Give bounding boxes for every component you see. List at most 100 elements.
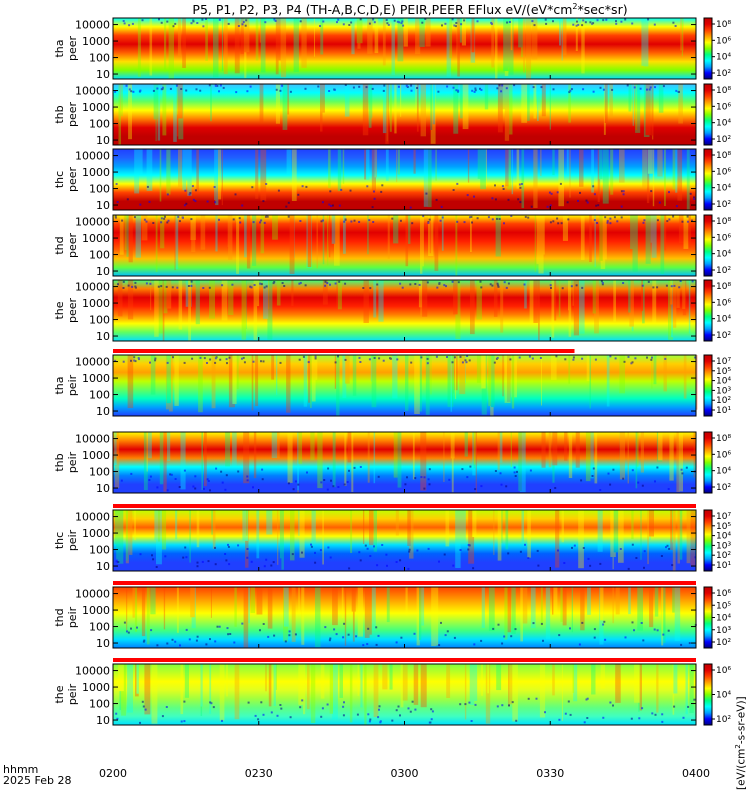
colorbar-tick-label: 10⁵ bbox=[716, 522, 731, 532]
y-tick-label: 1000 bbox=[82, 604, 110, 617]
panel-thb-peir: 10000 1000 100 10 thb peir 10⁸ 10⁶ 10⁴ 10² bbox=[53, 431, 731, 495]
spectrogram-texture bbox=[118, 84, 683, 145]
colorbar-tick-label: 10⁸ bbox=[716, 86, 731, 96]
y-tick-label: 10 bbox=[96, 405, 110, 418]
y-tick-label: 1000 bbox=[82, 527, 110, 540]
spectrogram-speckles bbox=[115, 697, 696, 724]
y-tick-label: 100 bbox=[89, 466, 110, 479]
y-axis-label: thc bbox=[53, 532, 66, 549]
y-tick-label: 10 bbox=[96, 199, 110, 212]
y-tick-label: 10 bbox=[96, 68, 110, 81]
x-axis-label-block: hhmm 2025 Feb 28 bbox=[3, 764, 71, 786]
x-axis-date: 2025 Feb 28 bbox=[3, 774, 72, 787]
y-tick-label: 100 bbox=[89, 249, 110, 262]
y-tick-label: 10000 bbox=[75, 281, 110, 294]
y-tick-label: 10 bbox=[96, 482, 110, 495]
y-tick-label: 10000 bbox=[75, 356, 110, 369]
y-tick-label: 100 bbox=[89, 544, 110, 557]
spectrogram-band bbox=[113, 149, 696, 210]
chart-title: P5, P1, P2, P3, P4 (TH-A,B,C,D,E) PEIR,P… bbox=[192, 2, 628, 18]
y-tick-label: 10 bbox=[96, 637, 110, 650]
colorbar-tick-label: 10² bbox=[716, 396, 731, 406]
y-axis-label: peir bbox=[66, 374, 79, 396]
y-tick-label: 10 bbox=[96, 330, 110, 343]
y-tick-label: 10 bbox=[96, 134, 110, 147]
y-tick-label: 100 bbox=[89, 621, 110, 634]
data-flag-bar bbox=[113, 581, 696, 585]
colorbar-gradient bbox=[703, 431, 713, 494]
y-tick-label: 10000 bbox=[75, 433, 110, 446]
x-tick-label: 0230 bbox=[245, 767, 273, 780]
colorbar-tick-label: 10² bbox=[716, 483, 731, 493]
y-tick-label: 1000 bbox=[82, 166, 110, 179]
spectrogram-texture bbox=[137, 18, 684, 79]
colorbar-tick-label: 10⁸ bbox=[716, 434, 731, 444]
colorbar-tick-label: 10² bbox=[716, 266, 731, 276]
colorbar-tick-label: 10⁶ bbox=[716, 102, 731, 112]
colorbar-tick-label: 10⁴ bbox=[716, 184, 731, 194]
spectrogram-speckles bbox=[115, 543, 697, 570]
colorbar-tick-label: 10⁸ bbox=[716, 20, 731, 30]
colorbar-tick-label: 10⁴ bbox=[716, 614, 731, 624]
colorbar-tick-label: 10² bbox=[716, 551, 731, 561]
y-tick-label: 1000 bbox=[82, 449, 110, 462]
colorbar-title: [eV/(cm2-s-sr-eV)] bbox=[734, 696, 748, 790]
colorbar-gradient bbox=[703, 509, 713, 572]
y-axis-label: peir bbox=[66, 606, 79, 628]
y-tick-label: 10000 bbox=[75, 588, 110, 601]
y-tick-label: 10000 bbox=[75, 19, 110, 32]
spectrogram-texture bbox=[118, 664, 694, 725]
y-axis-label: thb bbox=[53, 105, 66, 123]
colorbar: 10⁸ 10⁶ 10⁴ 10² bbox=[703, 83, 731, 146]
spectrogram-texture bbox=[114, 510, 696, 571]
spectrogram-band bbox=[113, 432, 696, 493]
colorbar-tick-label: 10³ bbox=[716, 626, 731, 636]
y-tick-label: 1000 bbox=[82, 681, 110, 694]
colorbar: 10⁸ 10⁶ 10⁴ 10² bbox=[703, 148, 731, 211]
colorbar-tick-label: 10² bbox=[716, 69, 731, 79]
y-tick-label: 1000 bbox=[82, 232, 110, 245]
colorbar-gradient bbox=[703, 354, 713, 417]
colorbar-gradient bbox=[703, 148, 713, 211]
y-axis-label: peer bbox=[66, 298, 79, 324]
colorbar-tick-label: 10⁶ bbox=[716, 36, 731, 46]
x-axis: 0200 0230 0300 0330 0400 bbox=[99, 767, 710, 780]
colorbar-tick-label: 10⁴ bbox=[716, 691, 731, 701]
spectrogram-speckles bbox=[114, 355, 696, 365]
y-tick-label: 10000 bbox=[75, 216, 110, 229]
y-tick-label: 10000 bbox=[75, 511, 110, 524]
colorbar-tick-label: 10¹ bbox=[716, 561, 731, 571]
y-axis-label: peer bbox=[66, 102, 79, 128]
colorbar-tick-label: 10⁶ bbox=[716, 450, 731, 460]
colorbar-gradient bbox=[703, 214, 713, 277]
y-tick-label: 1000 bbox=[82, 372, 110, 385]
x-tick-label: 0300 bbox=[391, 767, 419, 780]
colorbar-tick-label: 10⁸ bbox=[716, 217, 731, 227]
colorbar: 10⁸ 10⁶ 10⁴ 10² bbox=[703, 214, 731, 277]
spectrogram-band bbox=[113, 587, 696, 648]
y-axis-label: peer bbox=[66, 167, 79, 193]
colorbar-gradient bbox=[703, 83, 713, 146]
colorbar-tick-label: 10³ bbox=[716, 541, 731, 551]
y-axis-label: tha bbox=[53, 39, 66, 57]
spectrogram-speckles bbox=[122, 18, 677, 28]
spectrogram-texture bbox=[114, 432, 695, 493]
colorbar-tick-label: 10⁶ bbox=[716, 589, 731, 599]
y-axis-label: thc bbox=[53, 171, 66, 188]
data-flag-bar bbox=[113, 349, 575, 353]
colorbar-tick-label: 10⁶ bbox=[716, 233, 731, 243]
spectrogram-band bbox=[113, 18, 696, 79]
y-tick-label: 10 bbox=[96, 265, 110, 278]
colorbar-tick-label: 10⁸ bbox=[716, 151, 731, 161]
colorbar: 10⁸ 10⁶ 10⁴ 10² bbox=[703, 279, 731, 342]
colorbar-tick-label: 10³ bbox=[716, 386, 731, 396]
data-flag-bar bbox=[113, 658, 696, 662]
colorbar-tick-label: 10² bbox=[716, 331, 731, 341]
spectrogram-texture bbox=[134, 149, 690, 210]
spectrogram-band bbox=[113, 280, 696, 341]
colorbar-gradient bbox=[703, 279, 713, 342]
y-tick-label: 10000 bbox=[75, 85, 110, 98]
